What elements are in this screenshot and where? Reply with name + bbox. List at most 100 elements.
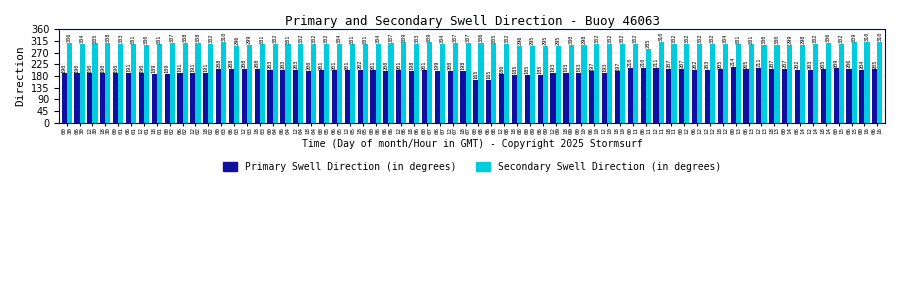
Text: 191: 191 xyxy=(126,63,131,72)
Text: 301: 301 xyxy=(736,34,741,44)
Bar xyxy=(247,45,252,123)
Bar xyxy=(504,44,509,123)
Text: 190: 190 xyxy=(87,63,93,73)
Text: 190: 190 xyxy=(139,63,144,73)
Text: 303: 303 xyxy=(118,34,123,43)
Bar xyxy=(590,71,594,123)
Text: 307: 307 xyxy=(465,33,471,42)
Text: 310: 310 xyxy=(865,32,869,41)
Text: 302: 302 xyxy=(839,34,844,44)
Text: 298: 298 xyxy=(581,35,587,44)
Text: 165: 165 xyxy=(473,70,479,79)
Text: 190: 190 xyxy=(62,63,67,73)
Text: 300: 300 xyxy=(569,34,573,44)
Text: 185: 185 xyxy=(537,64,543,74)
Bar xyxy=(208,44,213,123)
Bar xyxy=(105,43,111,123)
Bar xyxy=(79,44,85,123)
Text: 203: 203 xyxy=(808,60,813,69)
Bar xyxy=(260,44,265,123)
Text: 207: 207 xyxy=(782,59,788,68)
Bar xyxy=(285,44,291,123)
Text: 307: 307 xyxy=(453,33,458,42)
Text: 189: 189 xyxy=(165,63,169,73)
Text: 303: 303 xyxy=(414,34,419,43)
Text: 191: 191 xyxy=(177,63,183,72)
Bar xyxy=(363,44,368,123)
Text: 302: 302 xyxy=(208,34,213,44)
Bar xyxy=(594,44,599,123)
Text: 302: 302 xyxy=(710,34,716,44)
Bar xyxy=(846,69,851,123)
Bar xyxy=(465,43,471,123)
Bar xyxy=(375,44,381,123)
Text: 201: 201 xyxy=(422,60,427,70)
Bar xyxy=(774,45,779,123)
Bar xyxy=(453,43,458,123)
Text: 304: 304 xyxy=(723,34,728,43)
Bar xyxy=(447,71,453,123)
Text: 206: 206 xyxy=(847,59,851,68)
Bar xyxy=(620,44,625,123)
Text: 302: 302 xyxy=(324,34,329,44)
Text: 204: 204 xyxy=(860,59,864,69)
Bar xyxy=(414,44,419,123)
Text: 186: 186 xyxy=(500,64,504,74)
Text: 191: 191 xyxy=(190,63,195,72)
Bar xyxy=(749,44,754,123)
Text: 296: 296 xyxy=(234,36,239,45)
Bar xyxy=(743,69,749,123)
Bar xyxy=(479,43,483,123)
Bar xyxy=(491,44,497,123)
Bar xyxy=(93,44,97,123)
Text: 308: 308 xyxy=(105,32,111,42)
Text: 295: 295 xyxy=(530,36,535,45)
Text: 298: 298 xyxy=(800,35,806,44)
Bar xyxy=(788,45,792,123)
Text: 201: 201 xyxy=(319,60,324,70)
Bar xyxy=(152,74,157,123)
Text: 209: 209 xyxy=(833,58,839,68)
Bar xyxy=(666,69,671,123)
Bar xyxy=(221,42,226,123)
Bar xyxy=(645,49,651,123)
Text: 165: 165 xyxy=(486,70,491,79)
Text: 304: 304 xyxy=(337,34,342,43)
Bar xyxy=(435,71,440,123)
Bar xyxy=(813,44,818,123)
Bar xyxy=(627,68,633,123)
Bar xyxy=(517,46,522,123)
Text: 304: 304 xyxy=(375,34,381,43)
Bar xyxy=(537,75,543,123)
Bar xyxy=(512,75,517,123)
Text: 310: 310 xyxy=(659,32,663,41)
Bar xyxy=(499,74,504,123)
Text: 300: 300 xyxy=(761,34,767,44)
Text: 302: 302 xyxy=(273,34,278,44)
Text: 201: 201 xyxy=(332,60,337,70)
Bar xyxy=(698,44,702,123)
Bar xyxy=(864,42,869,123)
Text: 305: 305 xyxy=(491,33,497,43)
Text: 295: 295 xyxy=(543,36,548,45)
Text: 193: 193 xyxy=(551,62,555,72)
Bar xyxy=(851,42,857,123)
Text: 208: 208 xyxy=(242,58,247,68)
Bar xyxy=(795,70,800,123)
Bar xyxy=(756,68,761,123)
Bar xyxy=(710,44,716,123)
Text: 190: 190 xyxy=(113,63,118,73)
Bar xyxy=(461,71,465,123)
Legend: Primary Swell Direction (in degrees), Secondary Swell Direction (in degrees): Primary Swell Direction (in degrees), Se… xyxy=(219,158,725,176)
Bar xyxy=(684,44,689,123)
Bar xyxy=(131,44,136,123)
Bar xyxy=(602,73,608,123)
Bar xyxy=(273,44,278,123)
Y-axis label: Direction: Direction xyxy=(15,46,25,106)
Text: 285: 285 xyxy=(646,38,651,48)
Text: 301: 301 xyxy=(749,34,753,44)
Bar xyxy=(581,45,587,123)
Bar xyxy=(680,69,684,123)
Bar xyxy=(717,69,723,123)
Text: 310: 310 xyxy=(878,32,882,41)
